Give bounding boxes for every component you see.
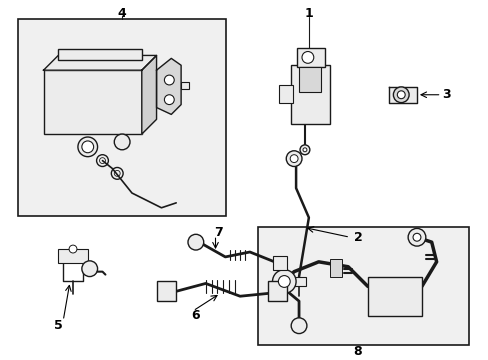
- Circle shape: [114, 134, 130, 150]
- Text: 7: 7: [214, 226, 223, 239]
- Text: 5: 5: [54, 319, 62, 332]
- Circle shape: [81, 261, 98, 276]
- Bar: [291, 276, 305, 287]
- Bar: [330, 259, 342, 276]
- Text: 8: 8: [353, 345, 362, 358]
- Circle shape: [187, 234, 203, 250]
- Bar: [297, 48, 324, 67]
- Circle shape: [285, 151, 302, 166]
- Circle shape: [300, 145, 309, 155]
- Bar: [58, 49, 142, 60]
- Circle shape: [407, 228, 425, 246]
- Polygon shape: [142, 55, 156, 134]
- Bar: [290, 65, 330, 124]
- Circle shape: [69, 245, 77, 253]
- Text: 4: 4: [118, 7, 126, 20]
- Circle shape: [272, 270, 296, 293]
- Circle shape: [412, 233, 420, 241]
- Bar: [257, 228, 468, 345]
- Circle shape: [397, 91, 405, 99]
- Circle shape: [278, 276, 289, 287]
- Circle shape: [164, 95, 174, 105]
- Bar: [181, 82, 188, 89]
- Bar: [267, 282, 286, 301]
- Bar: [58, 249, 87, 263]
- Polygon shape: [156, 58, 181, 114]
- Circle shape: [78, 137, 98, 157]
- Bar: [43, 70, 142, 134]
- Circle shape: [164, 75, 174, 85]
- Bar: [279, 85, 292, 103]
- Bar: [156, 282, 176, 301]
- Bar: [18, 19, 226, 216]
- Bar: [299, 67, 320, 92]
- Text: 1: 1: [304, 7, 313, 20]
- Polygon shape: [43, 55, 156, 70]
- Circle shape: [392, 87, 408, 103]
- Circle shape: [289, 155, 298, 163]
- Circle shape: [290, 318, 306, 334]
- Bar: [367, 276, 421, 316]
- Circle shape: [302, 51, 313, 63]
- Circle shape: [303, 148, 306, 152]
- Text: 6: 6: [191, 309, 200, 322]
- Text: 3: 3: [441, 88, 450, 101]
- Circle shape: [81, 141, 93, 153]
- Text: 2: 2: [353, 231, 362, 244]
- Bar: [272, 256, 286, 270]
- Polygon shape: [388, 87, 416, 103]
